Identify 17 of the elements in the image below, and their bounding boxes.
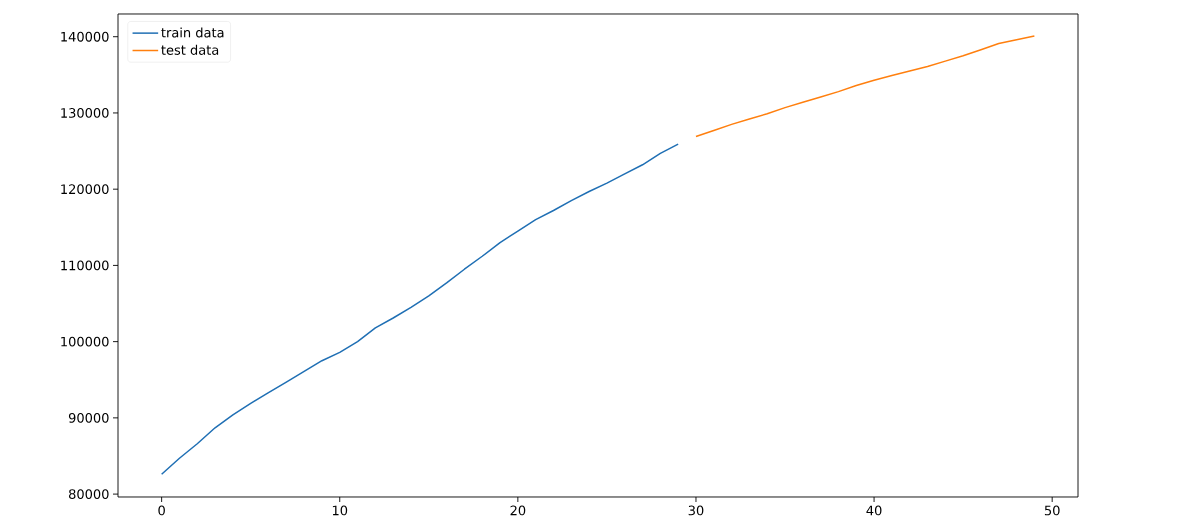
line-series <box>160 143 679 476</box>
y-tick-label: 140000 <box>61 31 109 42</box>
y-tick-label: 100000 <box>61 336 109 347</box>
x-tick-label: 20 <box>510 505 526 516</box>
y-tick-label: 130000 <box>61 108 109 118</box>
legend-label: train data <box>161 27 224 38</box>
legend-label: test data <box>161 44 219 55</box>
x-tick-label: 50 <box>1044 505 1060 516</box>
x-tick-label: 30 <box>688 505 704 516</box>
x-tick-label: 0 <box>158 505 165 516</box>
x-tick-label: 40 <box>866 505 882 516</box>
y-tick-label: 110000 <box>61 260 109 271</box>
y-tick-label: 120000 <box>61 184 109 195</box>
x-tick-label: 10 <box>332 505 348 516</box>
y-tick-label: 80000 <box>68 489 109 500</box>
line-series <box>695 35 1036 138</box>
y-tick-label: 90000 <box>68 412 109 423</box>
